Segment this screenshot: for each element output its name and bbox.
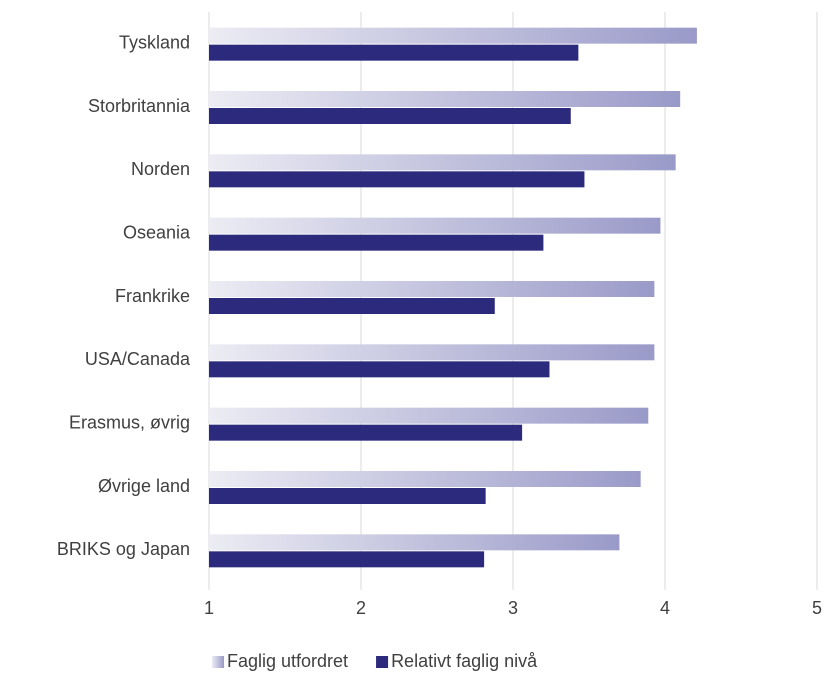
y-tick-label: Storbritannia [88,96,191,116]
bar [209,27,697,44]
bar [209,534,620,551]
x-tick-label: 1 [204,598,214,618]
bar [209,551,485,568]
bar [209,217,661,234]
bar [209,154,676,171]
legend-swatch [212,656,224,668]
x-tick-label: 5 [812,598,822,618]
bar [209,108,571,124]
legend-label: Relativt faglig nivå [391,651,538,671]
bar [209,91,681,107]
y-tick-label: USA/Canada [85,349,191,369]
y-tick-label: Tyskland [119,32,190,52]
bar [209,298,495,314]
y-tick-label: Norden [131,159,190,179]
bar [209,471,641,487]
y-tick-label: BRIKS og Japan [57,539,190,559]
x-tick-label: 4 [660,598,670,618]
legend-label: Faglig utfordret [227,651,348,671]
bar [209,424,523,441]
bar [209,344,655,361]
bar [209,234,544,251]
y-tick-label: Oseania [123,222,191,242]
legend-swatch [376,656,389,668]
y-tick-label: Øvrige land [98,476,190,496]
bar [209,407,649,424]
x-tick-label: 2 [356,598,366,618]
bar [209,488,486,504]
bar [209,171,585,188]
bar [209,281,655,297]
x-tick-label: 3 [508,598,518,618]
y-tick-label: Erasmus, øvrig [69,412,190,432]
y-tick-label: Frankrike [115,286,190,306]
bar [209,44,579,61]
bar [209,361,550,378]
